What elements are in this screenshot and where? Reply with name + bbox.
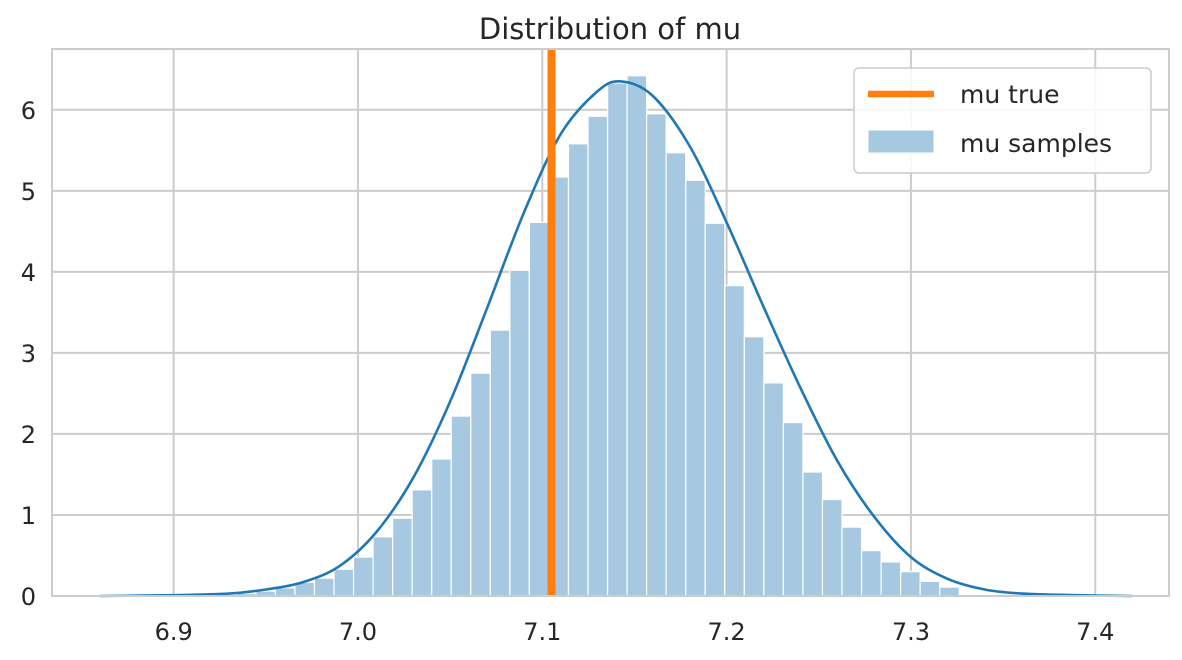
x-tick-label: 7.3 bbox=[892, 618, 930, 646]
histogram-bar-27 bbox=[763, 382, 784, 597]
histogram-bar-9 bbox=[411, 489, 433, 597]
plot-frame bbox=[51, 48, 1170, 597]
histogram-bar-5 bbox=[333, 568, 355, 597]
histogram-bar-19 bbox=[606, 82, 628, 597]
histogram-bar-13 bbox=[489, 329, 511, 597]
histogram-bar-14 bbox=[509, 269, 530, 597]
histogram-bar-20 bbox=[626, 75, 648, 597]
legend-label-mu-samples: mu samples bbox=[960, 129, 1112, 158]
y-tick-label: 0 bbox=[21, 583, 36, 611]
y-tick-label: 3 bbox=[21, 340, 36, 368]
kde-curve-group bbox=[99, 79, 1133, 598]
histogram-bar-36 bbox=[939, 586, 960, 597]
x-tick-label: 7.1 bbox=[523, 618, 561, 646]
histogram-bar-7 bbox=[372, 536, 394, 597]
x-tick-label: 6.9 bbox=[155, 618, 193, 646]
y-tick-labels: 0 1 2 3 4 5 6 bbox=[21, 97, 36, 611]
chart-title: Distribution of mu bbox=[479, 12, 741, 46]
histogram-bar-22 bbox=[665, 152, 687, 597]
histogram-bar-11 bbox=[450, 415, 472, 597]
y-tick-label: 4 bbox=[21, 259, 36, 287]
histogram-bar-18 bbox=[587, 115, 609, 597]
histogram-bar-23 bbox=[685, 179, 706, 597]
legend-label-mu-true: mu true bbox=[960, 80, 1059, 109]
y-tick-label: 5 bbox=[21, 178, 36, 206]
y-tick-label: 1 bbox=[21, 502, 36, 530]
histogram-bar-17 bbox=[567, 143, 589, 597]
histogram-bar-35 bbox=[919, 580, 941, 597]
x-tick-label: 7.0 bbox=[339, 618, 377, 646]
histogram-bar-31 bbox=[841, 526, 863, 597]
histogram-bar-28 bbox=[782, 421, 804, 597]
histogram-bar-2 bbox=[274, 587, 296, 597]
histogram-bar-12 bbox=[470, 372, 491, 597]
y-tick-label: 6 bbox=[21, 97, 36, 125]
x-tick-label: 7.4 bbox=[1076, 618, 1114, 646]
kde-curve bbox=[99, 79, 1133, 598]
histogram-bar-29 bbox=[802, 471, 824, 597]
y-tick-label: 2 bbox=[21, 421, 36, 449]
histogram-bar-30 bbox=[821, 498, 843, 597]
x-tick-labels: 6.9 7.0 7.1 7.2 7.3 7.4 bbox=[155, 618, 1115, 646]
histogram-bar-6 bbox=[352, 556, 374, 597]
x-tick-label: 7.2 bbox=[708, 618, 746, 646]
histogram-bar-4 bbox=[313, 577, 335, 597]
legend: mu true mu samples bbox=[853, 67, 1152, 174]
legend-patch-swatch bbox=[867, 129, 935, 154]
histogram-bar-34 bbox=[900, 571, 921, 597]
histogram-bar-32 bbox=[860, 550, 882, 597]
histogram-bar-25 bbox=[724, 285, 745, 597]
histogram-bar-21 bbox=[646, 113, 667, 597]
histogram-bar-33 bbox=[880, 561, 902, 597]
histogram-bar-15 bbox=[528, 221, 550, 597]
histogram-bar-10 bbox=[431, 458, 452, 597]
histogram-bar-26 bbox=[743, 336, 765, 597]
histogram-bar-8 bbox=[392, 517, 413, 597]
histogram-bar-24 bbox=[704, 222, 726, 597]
